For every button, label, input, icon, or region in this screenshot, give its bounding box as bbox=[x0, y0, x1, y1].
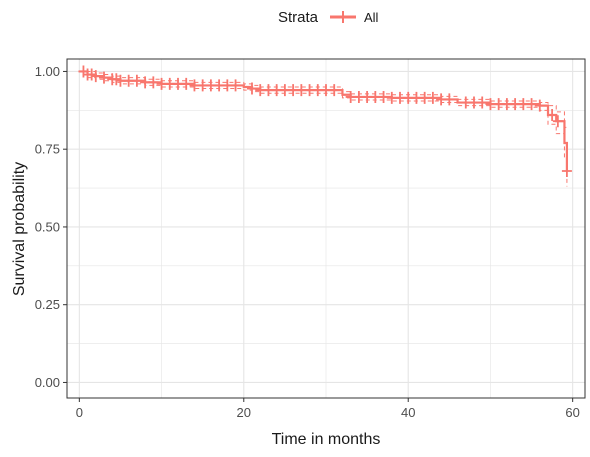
censor-mark bbox=[526, 98, 537, 111]
x-tick-label: 20 bbox=[237, 405, 251, 420]
confidence-lower-line bbox=[79, 70, 568, 187]
censor-mark bbox=[561, 164, 572, 177]
panel-border bbox=[66, 58, 586, 399]
grid bbox=[67, 59, 585, 398]
legend-title: Strata bbox=[278, 9, 319, 26]
censor-mark bbox=[131, 74, 142, 87]
censor-mark bbox=[378, 90, 389, 103]
x-tick-label: 0 bbox=[76, 405, 83, 420]
censor-mark bbox=[547, 108, 558, 121]
legend: Strata All bbox=[278, 9, 379, 26]
y-axis-label: Survival probability bbox=[11, 162, 28, 296]
censor-mark bbox=[99, 71, 109, 84]
y-tick-label: 0.25 bbox=[35, 297, 60, 312]
legend-label: All bbox=[364, 10, 379, 25]
x-axis-label: Time in months bbox=[272, 431, 381, 448]
censor-marks bbox=[78, 65, 572, 177]
confidence-band bbox=[79, 70, 568, 187]
y-tick-label: 0.50 bbox=[35, 219, 60, 234]
y-tick-label: 0.00 bbox=[35, 375, 60, 390]
axis-ticks: 0 20 40 60 0.00 0.25 0.50 0.75 1.00 bbox=[35, 64, 580, 420]
y-tick-label: 1.00 bbox=[35, 64, 60, 79]
censor-mark bbox=[534, 99, 545, 112]
y-tick-label: 0.75 bbox=[35, 142, 60, 157]
censor-mark bbox=[552, 115, 563, 128]
censor-mark bbox=[148, 76, 159, 89]
censor-mark bbox=[427, 91, 438, 104]
x-tick-label: 40 bbox=[401, 405, 415, 420]
censor-mark bbox=[181, 77, 192, 90]
censor-mark bbox=[477, 96, 488, 109]
censor-mark bbox=[444, 93, 455, 106]
censor-mark bbox=[247, 82, 257, 95]
censor-mark bbox=[230, 79, 241, 92]
censor-mark bbox=[90, 70, 101, 83]
censor-mark bbox=[329, 84, 340, 97]
x-tick-label: 60 bbox=[565, 405, 579, 420]
